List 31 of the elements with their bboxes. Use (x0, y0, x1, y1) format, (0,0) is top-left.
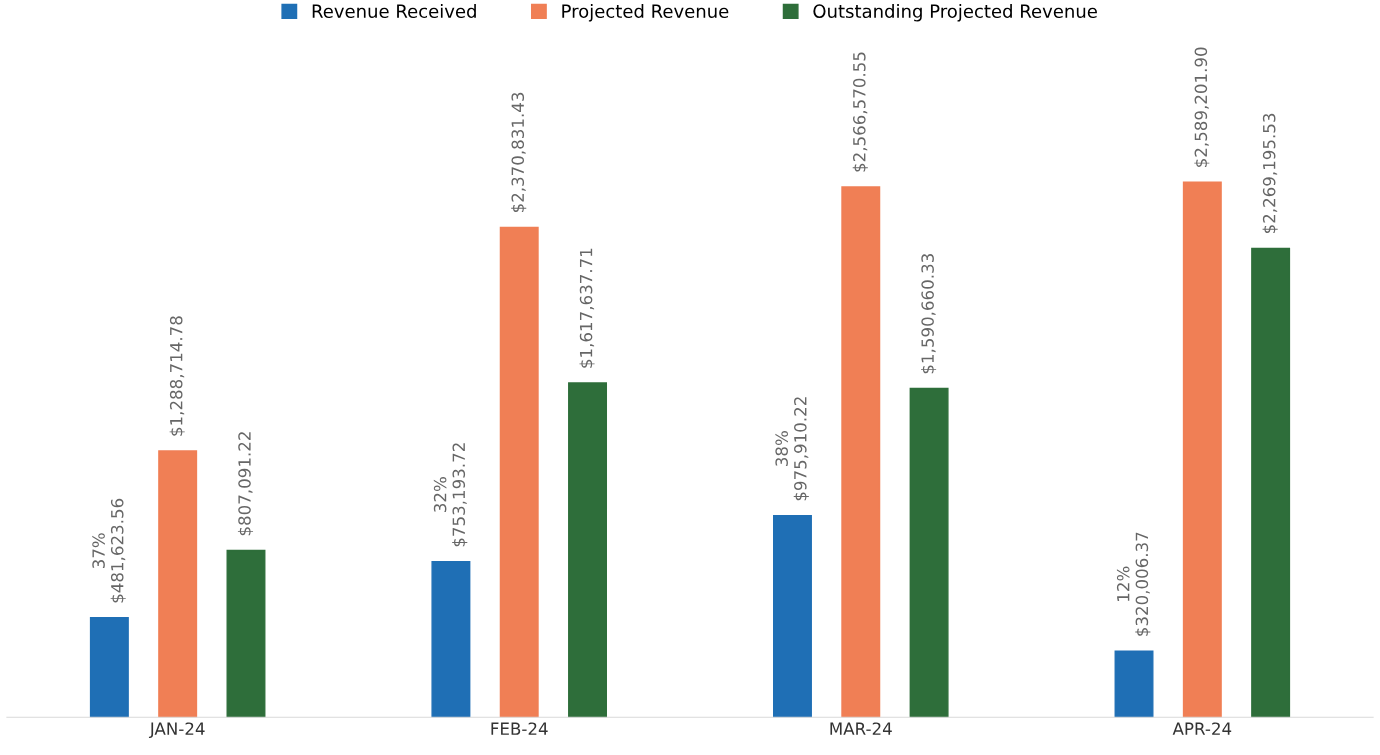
data-label: 38% $975,910.22 (775, 397, 809, 501)
data-label: $807,091.22 (237, 432, 254, 536)
bar (1114, 650, 1154, 718)
data-label: $2,589,201.90 (1194, 47, 1210, 167)
bar (568, 382, 608, 718)
bar (499, 226, 539, 718)
bar (1182, 181, 1222, 718)
data-label: 12% $320,006.37 (1116, 532, 1151, 636)
x-tick-label: MAR-24 (830, 722, 892, 735)
legend-label: Revenue Received (312, 4, 476, 18)
data-label: $2,370,831.43 (511, 92, 527, 213)
x-tick-label: FEB-24 (491, 722, 548, 735)
bar (1251, 247, 1291, 718)
data-label: 37% $481,623.56 (92, 498, 126, 603)
legend-label: Outstanding Projected Revenue (813, 4, 1097, 22)
x-tick-label: JAN-24 (148, 722, 205, 739)
data-label: $2,566,570.55 (852, 52, 868, 172)
data-label: $1,288,714.78 (169, 316, 185, 436)
data-label: $1,590,660.33 (921, 254, 937, 374)
legend-label: Projected Revenue (562, 4, 729, 22)
bar (89, 617, 129, 718)
bar (226, 549, 266, 718)
bar (772, 514, 812, 718)
data-label: 32% $753,193.72 (433, 443, 468, 547)
bar (909, 387, 949, 718)
bar (158, 450, 198, 718)
bar (431, 560, 471, 718)
data-label: $2,269,195.53 (1262, 113, 1278, 234)
bar (841, 186, 881, 718)
x-tick-label: APR-24 (1172, 722, 1232, 735)
data-label: $1,617,637.71 (579, 248, 595, 368)
